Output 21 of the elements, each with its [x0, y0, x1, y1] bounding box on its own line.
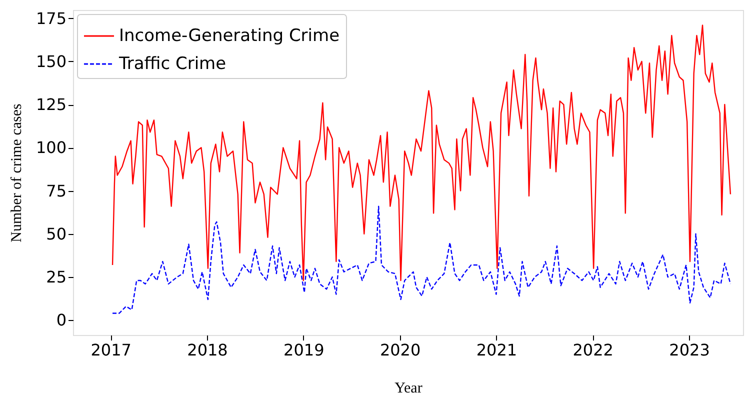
y-tick-label: 75: [46, 181, 66, 200]
y-tick-label: 175: [36, 8, 66, 28]
legend-label: Traffic Crime: [118, 54, 226, 74]
line-series: [112, 206, 732, 314]
x-tick-label: 2022: [572, 340, 614, 360]
x-tick-label: 2019: [284, 340, 324, 360]
x-tick-label: 2018: [187, 340, 228, 360]
x-tick-label: 2021: [476, 340, 518, 360]
y-tick-label: 0: [56, 310, 66, 330]
y-axis-title: Number of crime cases: [8, 104, 25, 242]
y-tick-label: 150: [36, 52, 66, 71]
x-tick-label: 2020: [380, 340, 421, 360]
y-tick-label: 25: [46, 268, 66, 287]
x-axis-title: Year: [394, 380, 422, 396]
y-tick-label: 125: [36, 95, 66, 114]
y-tick-label: 50: [46, 224, 66, 244]
y-tick-label: 100: [36, 138, 66, 158]
line-series: [112, 24, 732, 282]
x-tick-label: 2023: [669, 340, 710, 360]
x-tick-label: 2017: [90, 340, 132, 360]
legend-label: Income-Generating Crime: [119, 26, 340, 46]
